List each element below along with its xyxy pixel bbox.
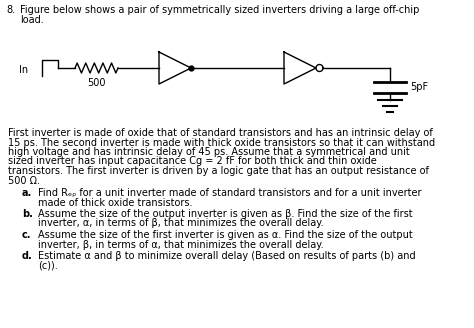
Text: inverter, β, in terms of α, that minimizes the overall delay.: inverter, β, in terms of α, that minimiz… [38, 239, 324, 250]
Text: 5pF: 5pF [410, 83, 428, 92]
Text: First inverter is made of oxide that of standard transistors and has an intrinsi: First inverter is made of oxide that of … [8, 128, 433, 138]
Text: c.: c. [22, 230, 31, 240]
Text: (c)).: (c)). [38, 260, 58, 271]
Text: b.: b. [22, 209, 33, 219]
Text: sized inverter has input capacitance Cg = 2 fF for both thick and thin oxide: sized inverter has input capacitance Cg … [8, 156, 377, 167]
Text: 500 Ω.: 500 Ω. [8, 175, 40, 186]
Text: Assume the size of the first inverter is given as α. Find the size of the output: Assume the size of the first inverter is… [38, 230, 413, 240]
Text: 500: 500 [87, 78, 106, 88]
Text: inverter, α, in terms of β, that minimizes the overall delay.: inverter, α, in terms of β, that minimiz… [38, 218, 324, 229]
Text: made of thick oxide transistors.: made of thick oxide transistors. [38, 197, 192, 208]
Text: Find Rₑᵨ for a unit inverter made of standard transistors and for a unit inverte: Find Rₑᵨ for a unit inverter made of sta… [38, 188, 421, 198]
Text: Assume the size of the output inverter is given as β. Find the size of the first: Assume the size of the output inverter i… [38, 209, 413, 219]
Text: 15 ps. The second inverter is made with thick oxide transistors so that it can w: 15 ps. The second inverter is made with … [8, 137, 435, 148]
Text: load.: load. [20, 15, 44, 25]
Text: transistors. The first inverter is driven by a logic gate that has an output res: transistors. The first inverter is drive… [8, 166, 429, 176]
Text: Figure below shows a pair of symmetrically sized inverters driving a large off-c: Figure below shows a pair of symmetrical… [20, 5, 419, 15]
Text: In: In [19, 65, 28, 75]
Text: a.: a. [22, 188, 32, 198]
Text: Estimate α and β to minimize overall delay (Based on results of parts (b) and: Estimate α and β to minimize overall del… [38, 251, 416, 261]
Text: 8.: 8. [6, 5, 15, 15]
Text: d.: d. [22, 251, 33, 261]
Text: high voltage and has intrinsic delay of 45 ps. Assume that a symmetrical and uni: high voltage and has intrinsic delay of … [8, 147, 410, 157]
